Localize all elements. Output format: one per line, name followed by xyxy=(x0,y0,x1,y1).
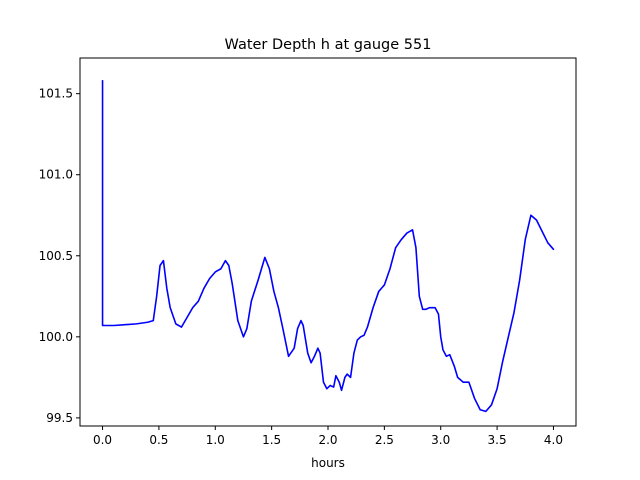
y-tick-label: 100.5 xyxy=(39,249,73,263)
chart-title: Water Depth h at gauge 551 xyxy=(225,37,432,53)
y-tick-label: 99.5 xyxy=(46,411,73,425)
x-tick-label: 2.0 xyxy=(318,433,337,447)
y-tick-label: 101.0 xyxy=(39,168,73,182)
plot-area xyxy=(101,79,555,413)
x-axis: 0.0 0.5 1.0 1.5 2.0 2.5 3.0 3.5 4.0 xyxy=(93,426,563,447)
y-tick-label: 100.0 xyxy=(39,330,73,344)
x-tick-label: 1.0 xyxy=(206,433,225,447)
x-tick-label: 2.5 xyxy=(375,433,394,447)
x-tick-label: 1.5 xyxy=(262,433,281,447)
axes-frame xyxy=(79,57,577,427)
x-tick-label: 0.5 xyxy=(149,433,168,447)
x-tick-label: 3.5 xyxy=(488,433,507,447)
y-axis: 99.5 100.0 100.5 101.0 101.5 xyxy=(39,87,80,425)
x-tick-label: 4.0 xyxy=(544,433,563,447)
series-line xyxy=(101,79,555,413)
x-tick-label: 0.0 xyxy=(93,433,112,447)
x-axis-label: hours xyxy=(311,456,345,470)
x-tick-label: 3.0 xyxy=(431,433,450,447)
y-tick-label: 101.5 xyxy=(39,87,73,101)
